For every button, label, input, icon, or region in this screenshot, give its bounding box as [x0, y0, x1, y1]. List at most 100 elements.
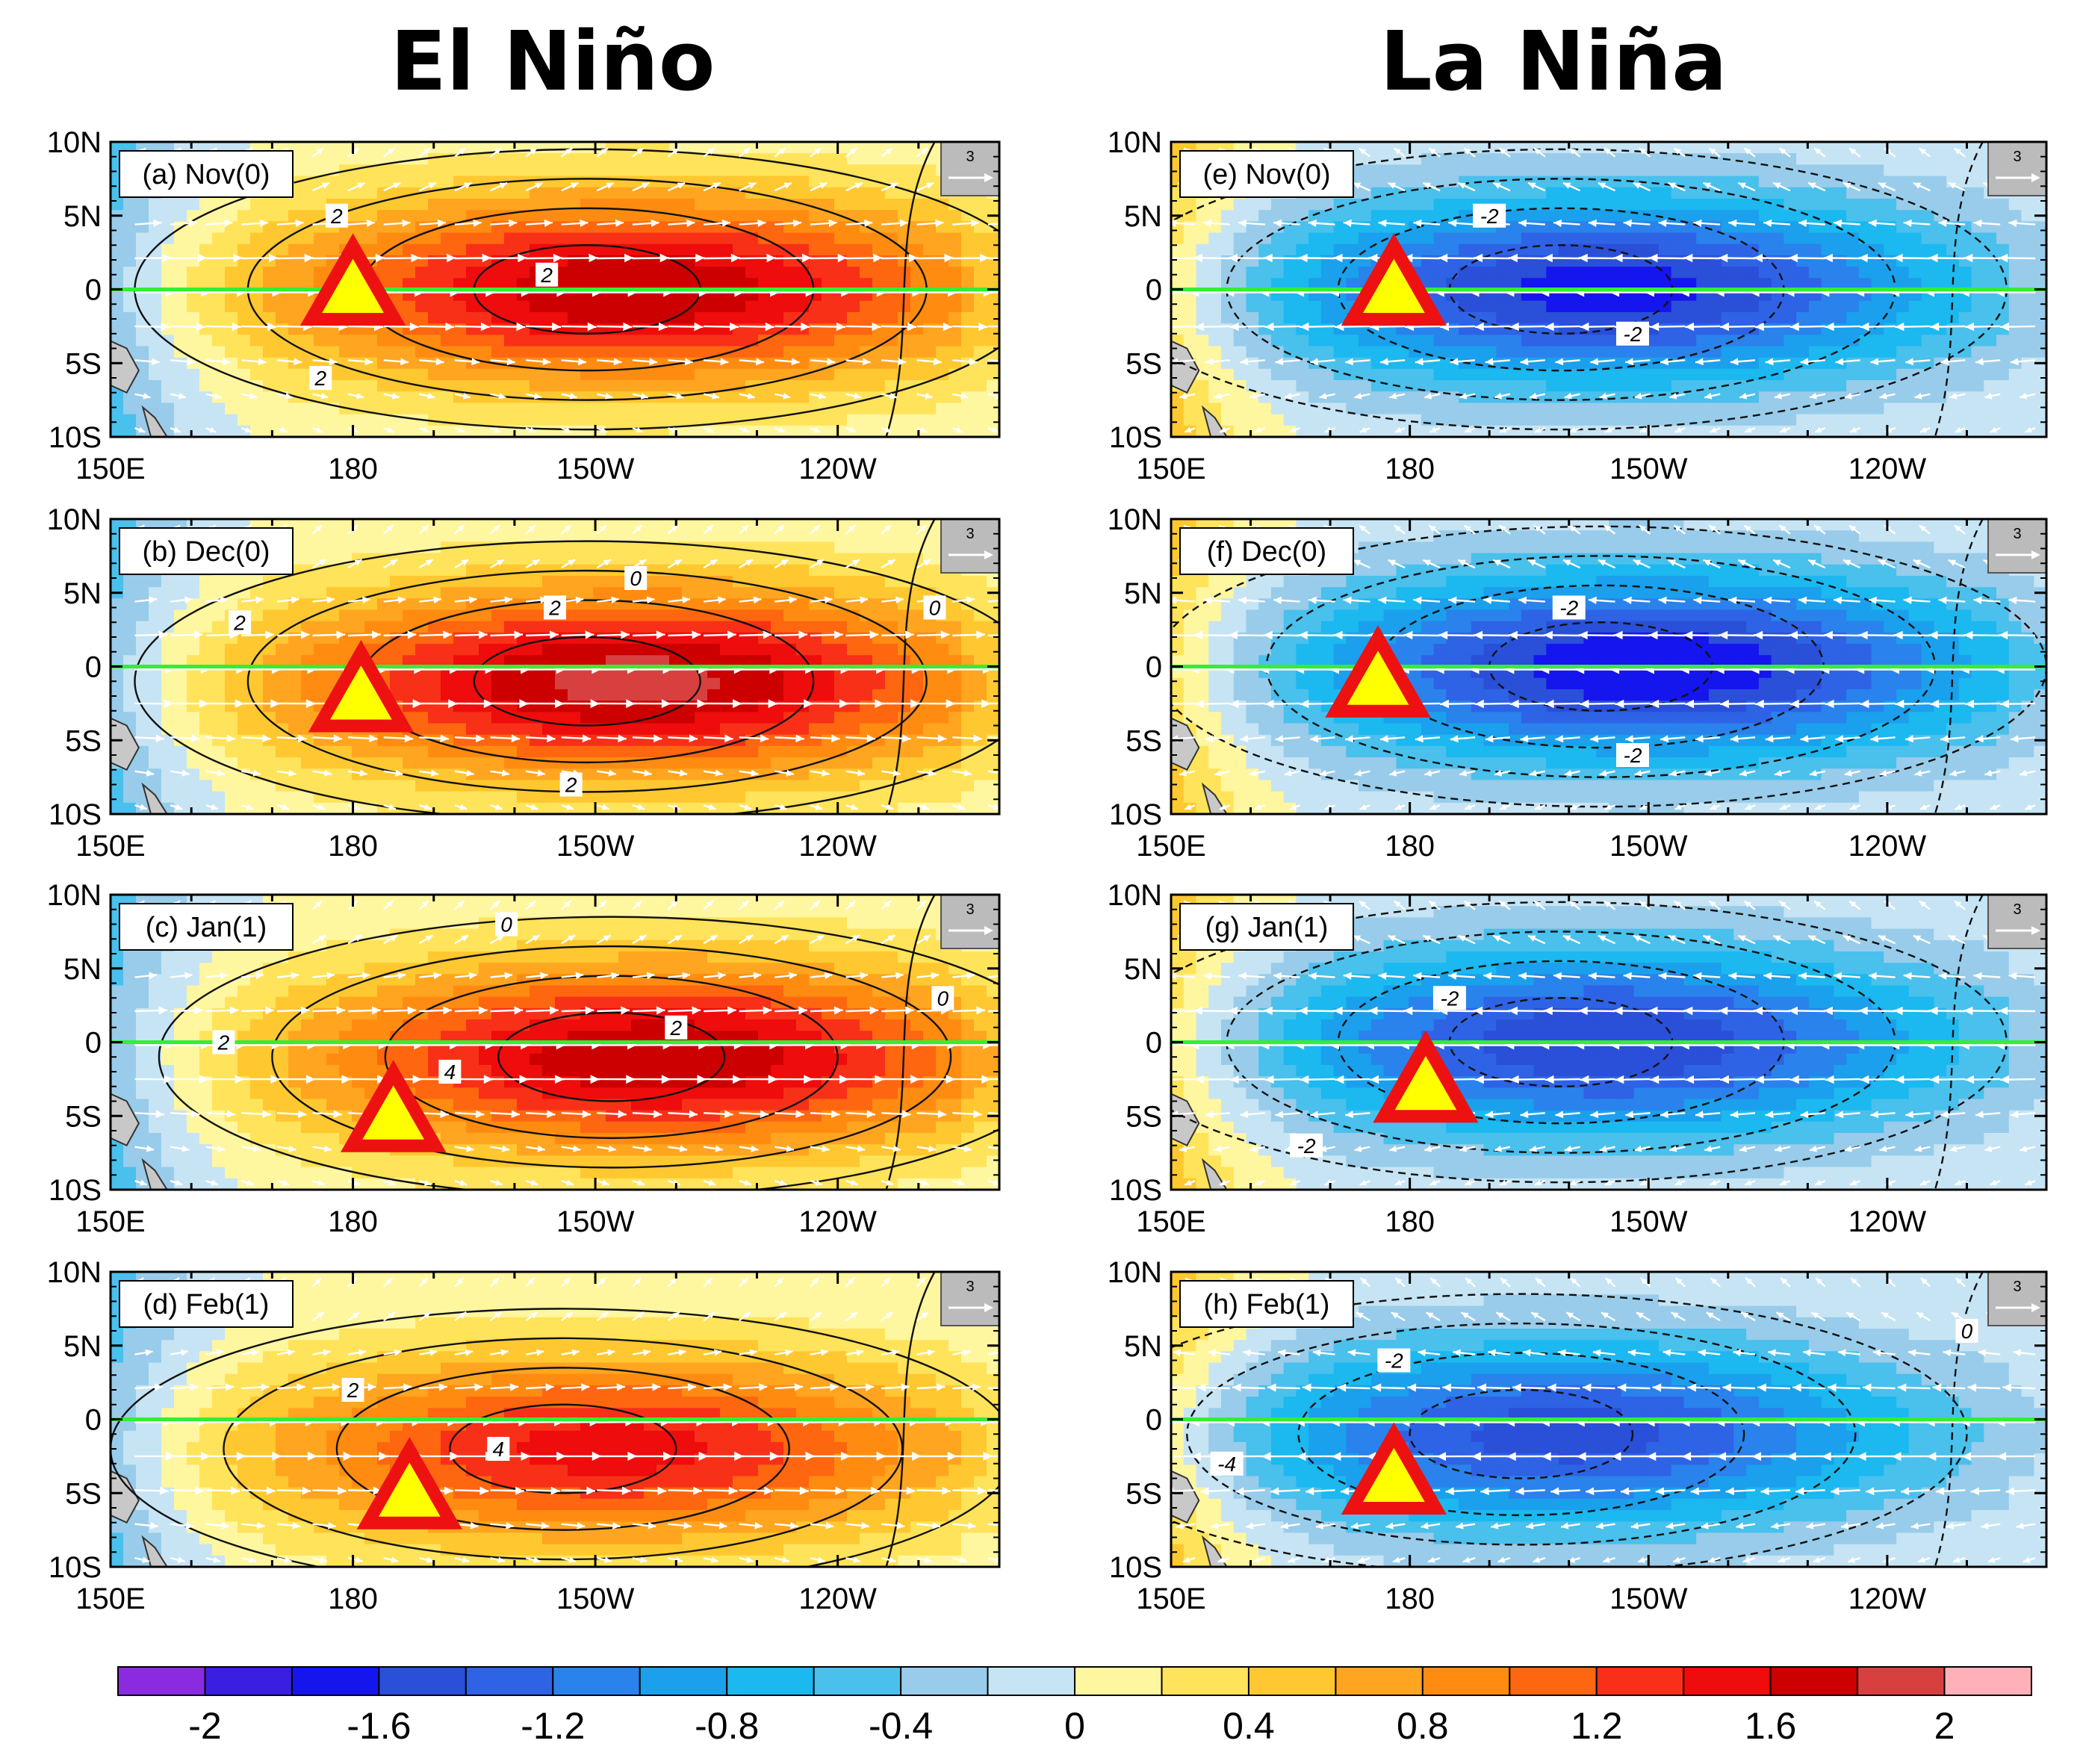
wind-arrowhead [1359, 804, 1367, 810]
wind-arrowhead [1509, 322, 1519, 332]
wind-arrowhead [1462, 1556, 1471, 1563]
wind-arrowhead [1569, 426, 1577, 433]
wind-arrowhead [2025, 1179, 2032, 1186]
wind-arrowhead [1019, 1452, 1028, 1461]
wind-arrowhead [544, 219, 553, 227]
wind-arrowhead [765, 322, 774, 332]
wind-arrowhead [1008, 1383, 1016, 1391]
wind-vector [987, 1112, 999, 1115]
wind-arrowhead [465, 1349, 473, 1356]
wind-arrowhead [876, 1451, 887, 1461]
wind-arrowhead [1893, 253, 1903, 263]
wind-arrowhead [1264, 1075, 1274, 1084]
wind-arrowhead [873, 253, 883, 263]
lon-tick-label: 120W [798, 1583, 877, 1615]
wind-arrowhead [1685, 699, 1695, 709]
wind-arrowhead [1765, 1111, 1774, 1119]
wind-arrowhead [1955, 804, 1962, 810]
wind-arrowhead [648, 1521, 656, 1529]
wind-arrowhead [1413, 219, 1422, 227]
wind-arrowhead [519, 1075, 529, 1084]
contour-label-box [1377, 1348, 1411, 1373]
contour-label: -4 [1217, 1453, 1236, 1476]
wind-arrowhead [1564, 769, 1572, 777]
wind-arrowhead [1816, 1278, 1822, 1285]
wind-arrowhead [1007, 220, 1015, 227]
wind-arrowhead [857, 769, 866, 777]
wind-arrowhead [1017, 699, 1026, 708]
wind-arrowhead [1879, 1145, 1887, 1152]
wind-arrowhead [573, 1145, 581, 1152]
lat-tick-label: 5N [1124, 200, 1162, 233]
wind-arrowhead [1450, 735, 1459, 743]
wind-arrowhead [1448, 972, 1457, 980]
wind-arrowhead [1639, 1179, 1647, 1186]
wind-arrowhead [1722, 1383, 1732, 1392]
wind-arrowhead [693, 1486, 702, 1495]
wind-arrowhead [947, 1451, 957, 1461]
wind-arrowhead [1403, 1006, 1413, 1016]
wind-arrowhead [1508, 253, 1518, 263]
wind-arrowhead [461, 559, 469, 566]
wind-arrowhead [1640, 1278, 1648, 1285]
wind-arrowhead [607, 1349, 615, 1356]
wind-arrowhead [1975, 358, 1984, 366]
lat-tick-label: 10S [1109, 798, 1162, 831]
land-new-guinea-b [111, 717, 140, 771]
wind-arrowhead [1834, 219, 1842, 227]
wind-arrowhead [908, 253, 918, 263]
wind-arrowhead [712, 392, 719, 400]
lon-tick-label: 120W [798, 453, 877, 485]
lon-tick-label: 180 [328, 830, 378, 863]
wind-arrowhead [1798, 972, 1807, 980]
wind-arrowhead [1733, 1349, 1742, 1357]
wind-arrowhead [1289, 1179, 1297, 1186]
wind-arrowhead [718, 596, 726, 604]
wind-arrowhead [175, 1179, 183, 1186]
wind-arrowhead [1685, 322, 1695, 332]
wind-arrowhead [940, 630, 950, 639]
wind-arrowhead [1535, 426, 1542, 433]
wind-arrowhead [1973, 596, 1982, 604]
wind-arrowhead [1920, 1278, 1928, 1285]
wind-arrowhead [233, 253, 243, 263]
wind-arrowhead [1356, 1312, 1364, 1319]
wind-arrowhead [1229, 699, 1239, 709]
wind-arrowhead [649, 358, 658, 366]
wind-arrowhead [1949, 392, 1958, 400]
triangle-marker-e [1341, 233, 1447, 326]
wind-arrowhead [1776, 1312, 1784, 1319]
wind-arrowhead [1858, 630, 1868, 640]
wind-arrowhead [333, 1110, 342, 1119]
wind-arrowhead [1754, 1006, 1763, 1016]
wind-arrowhead [866, 1110, 875, 1119]
wind-arrowhead [1335, 1075, 1344, 1084]
wind-arrowhead [1429, 1179, 1437, 1186]
wind-arrowhead [1948, 559, 1957, 566]
wind-arrowhead [899, 219, 908, 227]
lon-tick-label: 150E [75, 1205, 145, 1238]
wind-arrowhead [999, 770, 1007, 777]
wind-arrowhead [1415, 735, 1424, 743]
wind-arrowhead [213, 1556, 221, 1563]
wind-arrowhead [151, 358, 160, 366]
wind-arrowhead [1403, 253, 1413, 263]
wind-arrowhead [1940, 1111, 1949, 1119]
wind-arrowhead [671, 525, 678, 532]
wind-arrowhead [1394, 804, 1402, 810]
wind-arrowhead [1543, 253, 1553, 263]
wind-arrowhead [827, 358, 836, 366]
wind-arrowhead [1193, 253, 1203, 263]
wind-arrowhead [1590, 358, 1599, 366]
wind-arrowhead [744, 1179, 751, 1186]
wind-arrowhead [270, 699, 280, 709]
wind-arrowhead [1720, 322, 1730, 332]
wind-arrowhead [749, 1349, 757, 1356]
wind-arrowhead [849, 148, 857, 155]
land-new-guinea-f [1171, 717, 1200, 771]
lat-tick-label: 5S [65, 724, 102, 757]
wind-arrowhead [861, 1521, 869, 1529]
colorbar-tick-label: -1.6 [347, 1705, 411, 1747]
wind-arrowhead [763, 630, 772, 639]
anomaly-field-g [1171, 895, 2046, 1190]
